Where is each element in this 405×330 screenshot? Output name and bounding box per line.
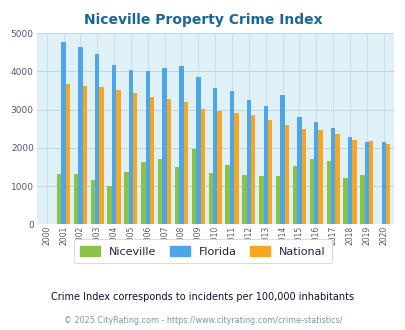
Bar [66,84,70,224]
Bar [296,117,301,224]
Bar [258,176,263,224]
Bar [116,90,120,224]
Bar [301,129,305,224]
Bar [330,128,335,224]
Bar [183,102,188,224]
Bar [208,173,213,224]
Text: Crime Index corresponds to incidents per 100,000 inhabitants: Crime Index corresponds to incidents per… [51,292,354,302]
Bar [141,162,145,224]
Bar [149,97,154,224]
Bar [229,91,234,224]
Bar [263,106,267,224]
Bar [74,174,78,224]
Bar [275,176,280,224]
Bar [234,113,238,224]
Bar [145,71,149,224]
Bar [309,158,313,224]
Bar [107,186,112,224]
Bar [128,70,133,224]
Bar [343,178,347,224]
Text: © 2025 CityRating.com - https://www.cityrating.com/crime-statistics/: © 2025 CityRating.com - https://www.city… [64,316,341,325]
Bar [385,144,389,224]
Bar [90,180,95,224]
Bar [246,100,250,224]
Bar [242,176,246,224]
Bar [381,143,385,224]
Bar [347,137,351,224]
Bar [213,88,217,224]
Bar [313,122,318,224]
Bar [166,99,171,224]
Bar [225,165,229,224]
Bar [267,119,272,224]
Bar [196,78,200,224]
Bar [175,167,179,224]
Bar [112,65,116,224]
Bar [61,42,66,224]
Bar [162,68,166,224]
Bar [57,174,61,224]
Bar [191,148,196,224]
Bar [368,141,373,224]
Bar [99,86,104,224]
Bar [200,109,205,224]
Bar [82,86,87,224]
Bar [351,140,356,224]
Bar [292,166,296,224]
Text: Niceville Property Crime Index: Niceville Property Crime Index [83,13,322,27]
Bar [280,95,284,224]
Bar [359,175,364,224]
Bar [284,125,288,224]
Bar [78,47,82,224]
Bar [335,134,339,224]
Legend: Niceville, Florida, National: Niceville, Florida, National [73,239,332,263]
Bar [364,142,368,224]
Bar [318,130,322,224]
Bar [158,159,162,224]
Bar [133,93,137,224]
Bar [124,172,128,224]
Bar [179,66,183,224]
Bar [326,161,330,224]
Bar [95,54,99,224]
Bar [217,111,221,224]
Bar [250,115,255,224]
